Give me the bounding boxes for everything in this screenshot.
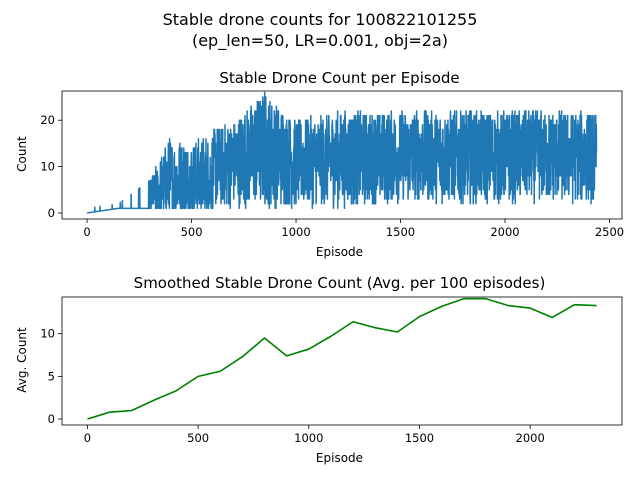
episode-count-frame xyxy=(61,90,623,220)
episode-count-xtick-label: 1500 xyxy=(386,225,415,239)
episode-count-xtick-label: 1000 xyxy=(281,225,310,239)
episode-count-title: Stable Drone Count per Episode xyxy=(219,69,459,87)
smoothed-count-ylabel: Avg. Count xyxy=(15,327,29,393)
smoothed-count-xtick-label: 2000 xyxy=(516,431,545,445)
smoothed-count-title: Smoothed Stable Drone Count (Avg. per 10… xyxy=(134,274,546,292)
smoothed-count-xtick-label: 1500 xyxy=(405,431,434,445)
episode-count-xtick-label: 2500 xyxy=(595,225,624,239)
episode-count-ytick-label: 10 xyxy=(40,160,55,174)
episode-count-xtick-label: 0 xyxy=(83,225,90,239)
smoothed-count-frame xyxy=(61,296,623,426)
episode-count-ytick-label: 0 xyxy=(48,206,55,220)
episode-count-ylabel: Count xyxy=(15,136,29,172)
smoothed-count-xlabel: Episode xyxy=(316,451,363,465)
episode-count-xtick-label: 500 xyxy=(181,225,203,239)
figure-title-line1: Stable drone counts for 100822101255 xyxy=(163,10,478,29)
smoothed-count-ytick-label: 0 xyxy=(48,412,55,426)
smoothed-count-ytick-label: 10 xyxy=(40,327,55,341)
episode-count-xtick-label: 2000 xyxy=(490,225,519,239)
smoothed-count-xtick-label: 1000 xyxy=(294,431,323,445)
smoothed-count-axes: Smoothed Stable Drone Count (Avg. per 10… xyxy=(15,274,623,465)
smoothed-count-ytick-label: 5 xyxy=(48,369,55,383)
episode-count-xlabel: Episode xyxy=(316,245,363,259)
episode-count-axes: Stable Drone Count per Episode Episode C… xyxy=(15,69,624,259)
figure-title-line2: (ep_len=50, LR=0.001, obj=2a) xyxy=(192,31,448,51)
episode-count-series-line xyxy=(86,91,598,214)
smoothed-count-xtick-label: 500 xyxy=(187,431,209,445)
smoothed-count-xtick-label: 0 xyxy=(84,431,91,445)
episode-count-ytick-label: 20 xyxy=(40,113,55,127)
smoothed-count-series-line xyxy=(87,297,597,420)
